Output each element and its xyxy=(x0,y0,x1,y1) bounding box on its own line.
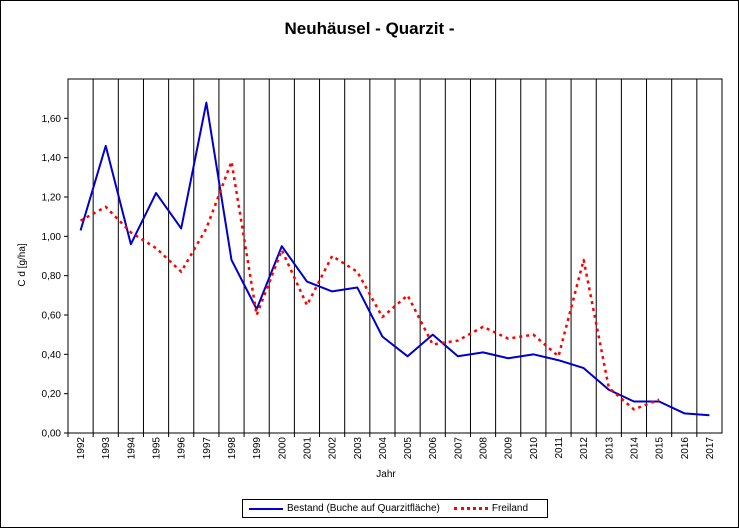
x-tick-label: 1992 xyxy=(76,437,87,460)
x-axis-title: Jahr xyxy=(376,469,396,480)
x-tick-label: 2010 xyxy=(529,437,540,460)
x-tick-label: 2011 xyxy=(554,437,565,459)
y-tick-label: 0,80 xyxy=(42,271,62,282)
legend-swatch-freiland xyxy=(453,507,488,510)
x-tick-label: 1994 xyxy=(126,437,137,460)
legend-label-freiland: Freiland xyxy=(491,503,529,514)
legend-label-bestand: Bestand (Buche auf Quarzitfläche) xyxy=(287,503,440,514)
x-tick-label: 2016 xyxy=(680,437,691,460)
x-tick-label: 1997 xyxy=(202,437,213,460)
y-tick-label: 1,40 xyxy=(42,153,62,164)
legend-swatch-bestand xyxy=(249,507,283,510)
x-tick-label: 1996 xyxy=(177,437,188,460)
x-tick-label: 1993 xyxy=(101,437,112,460)
x-tick-label: 2009 xyxy=(504,437,515,460)
series-line-freiland xyxy=(79,160,660,411)
x-tick-label: 2015 xyxy=(655,437,666,460)
x-tick-label: 2002 xyxy=(328,437,339,460)
x-tick-label: 2014 xyxy=(629,437,640,460)
x-tick-label: 2005 xyxy=(403,437,414,460)
x-tick-label: 2003 xyxy=(353,437,364,460)
legend-item-bestand: Bestand (Buche auf Quarzitfläche) xyxy=(249,503,440,514)
x-tick-label: 2012 xyxy=(579,437,590,460)
y-tick-label: 0,60 xyxy=(42,311,62,322)
x-tick-label: 2000 xyxy=(277,437,288,460)
x-tick-label: 2008 xyxy=(479,437,490,460)
x-tick-label: 2001 xyxy=(302,437,313,460)
y-axis-title: C d [g/ha] xyxy=(17,243,28,287)
grid-layer xyxy=(92,79,698,433)
y-tick-label: 1,60 xyxy=(42,114,62,125)
axis-layer: 0,00 0,20 0,40 0,60 0,80 1,00 1,20 1,40 1,60 1992… xyxy=(42,78,723,460)
legend: Bestand (Buche auf Quarzitfläche) Freila… xyxy=(242,499,548,518)
x-tick-label: 2004 xyxy=(378,437,389,460)
x-tick-label: 1998 xyxy=(227,437,238,460)
legend-item-freiland: Freiland xyxy=(453,503,529,514)
y-tick-label: 1,20 xyxy=(42,193,62,204)
y-tick-label: 0,00 xyxy=(42,429,62,440)
x-tick-label: 1999 xyxy=(252,437,263,460)
series-line-bestand xyxy=(79,101,710,417)
x-tick-label: 2013 xyxy=(604,437,615,460)
y-tick-label: 0,20 xyxy=(42,389,62,400)
chart-title: Neuhäusel - Quarzit - xyxy=(284,19,455,38)
series-layer xyxy=(79,101,710,417)
x-tick-label: 1995 xyxy=(152,437,163,460)
y-tick-label: 0,40 xyxy=(42,350,62,361)
x-tick-label: 2017 xyxy=(705,437,716,460)
x-tick-label: 2007 xyxy=(453,437,464,460)
y-tick-label: 1,00 xyxy=(42,232,62,243)
x-tick-label: 2006 xyxy=(428,437,439,460)
